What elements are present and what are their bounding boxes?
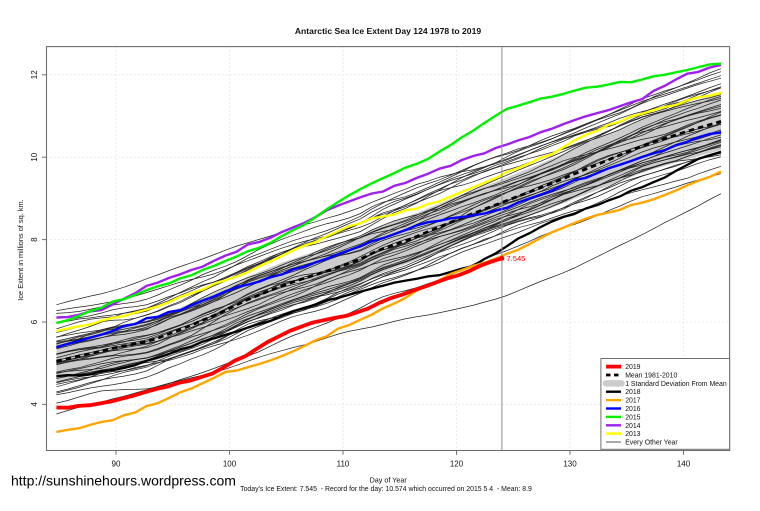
svg-text:Day of Year: Day of Year xyxy=(370,475,408,484)
svg-text:110: 110 xyxy=(337,460,350,469)
svg-text:http://sunshinehours.wordpress: http://sunshinehours.wordpress.com xyxy=(11,473,236,489)
svg-text:2017: 2017 xyxy=(625,398,640,405)
svg-text:12: 12 xyxy=(30,70,39,79)
svg-text:Ice Extent in millions of sq.: Ice Extent in millions of sq. km. xyxy=(16,199,25,300)
svg-text:140: 140 xyxy=(677,460,691,469)
svg-text:2015: 2015 xyxy=(625,414,640,421)
svg-text:Today's Ice Extent: 7.545 - R: Today's Ice Extent: 7.545 - Record for t… xyxy=(240,486,532,493)
svg-text:Antarctic Sea Ice Extent Day 1: Antarctic Sea Ice Extent Day 124 1978 to… xyxy=(295,26,482,36)
svg-text:2013: 2013 xyxy=(625,431,640,438)
svg-text:1 Standard Deviation From Mean: 1 Standard Deviation From Mean xyxy=(625,381,727,388)
svg-text:130: 130 xyxy=(563,460,577,469)
svg-text:4: 4 xyxy=(30,402,39,407)
svg-text:Mean 1981-2010: Mean 1981-2010 xyxy=(625,373,677,380)
svg-text:7.545: 7.545 xyxy=(506,254,525,263)
svg-text:8: 8 xyxy=(30,237,39,242)
svg-text:120: 120 xyxy=(450,460,464,469)
svg-text:2014: 2014 xyxy=(625,423,640,430)
svg-text:100: 100 xyxy=(223,460,237,469)
svg-text:2016: 2016 xyxy=(625,406,640,413)
svg-text:6: 6 xyxy=(30,319,39,324)
svg-text:2018: 2018 xyxy=(625,389,640,396)
svg-text:90: 90 xyxy=(112,460,121,469)
svg-text:2019: 2019 xyxy=(625,364,640,371)
svg-text:10: 10 xyxy=(30,152,39,161)
svg-text:Every Other Year: Every Other Year xyxy=(625,440,678,447)
